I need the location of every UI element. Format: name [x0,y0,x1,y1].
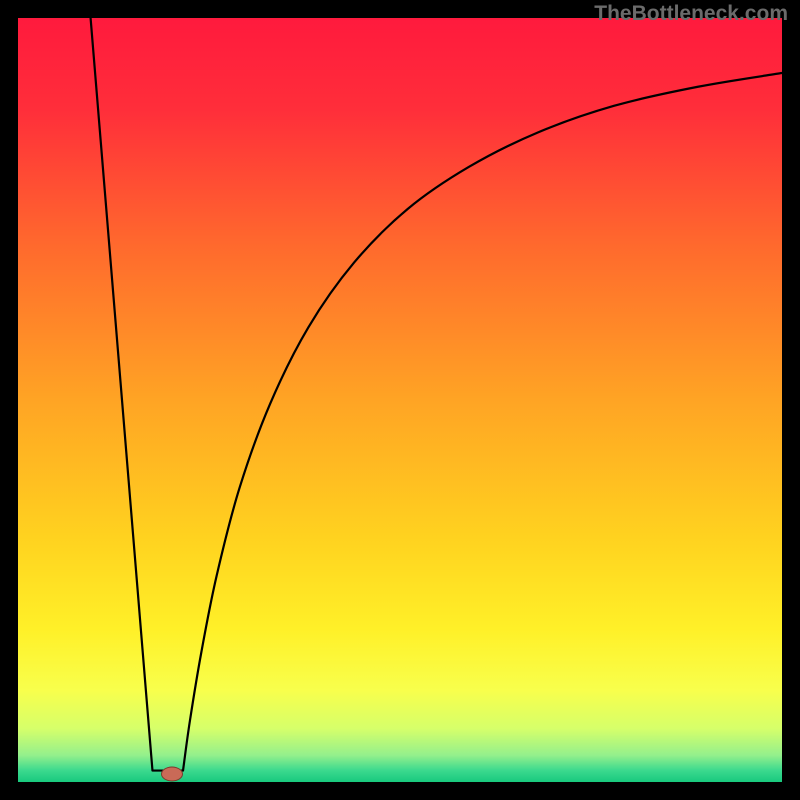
plot-svg [18,18,782,782]
chart-container: TheBottleneck.com [0,0,800,800]
plot-area [18,18,782,782]
gradient-background [18,18,782,782]
watermark-text: TheBottleneck.com [594,2,788,26]
optimum-marker [161,767,183,782]
